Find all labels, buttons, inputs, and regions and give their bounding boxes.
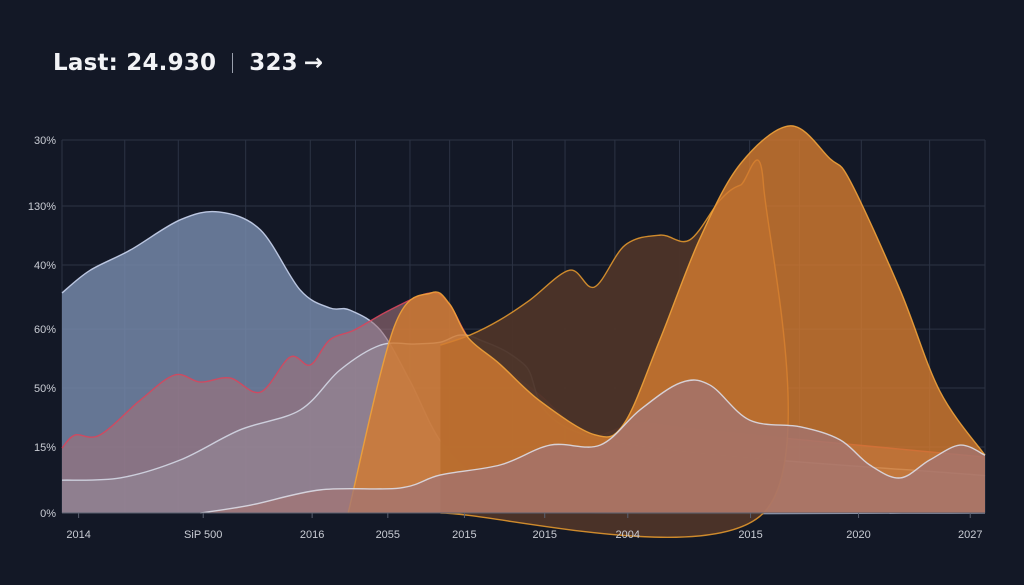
x-tick-label: 2015 — [532, 529, 556, 541]
series-5-line — [200, 379, 986, 514]
x-tick-label: 2020 — [846, 529, 870, 541]
last-value-header: Last: 24.930 323 → — [53, 50, 323, 76]
x-tick-label: 2027 — [958, 529, 982, 541]
y-tick-label: 130% — [28, 201, 56, 213]
y-tick-label: 30% — [34, 135, 56, 147]
y-tick-label: 50% — [34, 383, 56, 395]
series-4-line — [347, 125, 986, 514]
y-tick-label: 60% — [34, 324, 56, 336]
arrow-right-icon[interactable]: → — [303, 50, 324, 76]
x-tick-label: 2016 — [300, 529, 324, 541]
x-tick-label: 2015 — [738, 529, 762, 541]
header-divider — [232, 53, 234, 73]
y-tick-label: 40% — [34, 260, 56, 272]
x-tick-label: 2015 — [452, 529, 476, 541]
series-5-area — [200, 379, 985, 513]
x-tick-label: 2004 — [616, 529, 640, 541]
x-tick-label: 2055 — [376, 529, 400, 541]
x-tick-label: 2014 — [66, 529, 90, 541]
header-value: 323 — [249, 50, 298, 76]
series-4-area — [348, 125, 985, 513]
y-tick-label: 0% — [40, 508, 56, 520]
x-tick-label: SiP 500 — [184, 529, 222, 541]
last-label: Last: 24.930 — [53, 50, 217, 76]
y-tick-label: 15% — [34, 442, 56, 454]
